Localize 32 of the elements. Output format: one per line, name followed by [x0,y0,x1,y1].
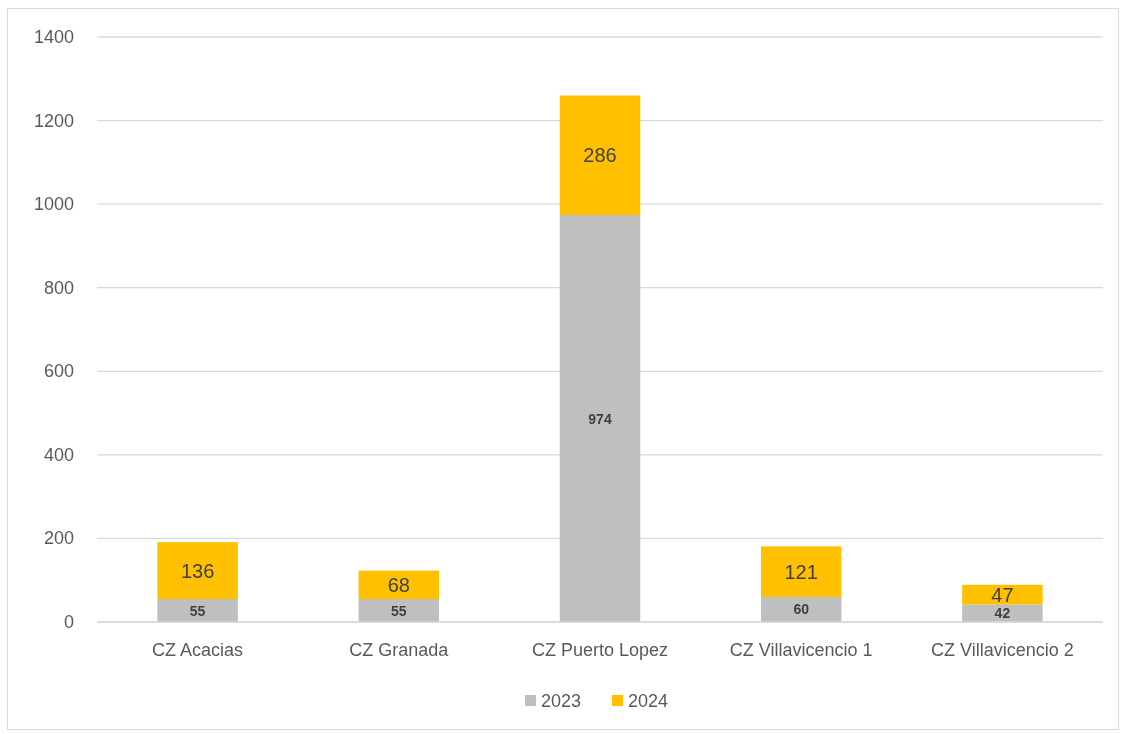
y-tick-label: 1400 [33,27,74,47]
data-label: 286 [583,144,617,167]
data-label: 68 [387,573,410,596]
data-label: 55 [189,602,206,619]
y-tick-label: 800 [43,277,74,298]
data-label: 55 [391,602,407,619]
bar [157,542,238,600]
y-tick-label: 600 [43,361,74,382]
bar [760,546,842,597]
y-tick-label: 1000 [33,194,74,215]
data-label: 121 [784,560,818,583]
bar [962,604,1043,622]
x-tick-label: CZ Puerto Lopez [531,640,669,660]
y-tick-label: 0 [63,612,74,632]
data-label: 974 [588,410,612,427]
legend-label: 2023 [541,691,582,711]
data-label: 60 [793,601,810,618]
data-label: 136 [180,559,215,582]
x-tick-label: CZ Acacias [152,640,244,660]
x-tick-label: CZ Villavicencio 2 [931,640,1074,660]
bar [358,570,440,600]
data-label: 47 [991,583,1014,606]
legend-label: 2024 [628,691,669,711]
bar [559,95,641,216]
bar [157,599,238,622]
y-tick-label: 1200 [33,110,74,131]
x-tick-label: CZ Villavicencio 1 [729,640,873,660]
y-tick-label: 200 [43,528,74,549]
y-tick-label: 400 [43,444,74,465]
bar [559,215,641,622]
x-tick-label: CZ Granada [349,640,450,660]
data-label: 42 [994,605,1011,622]
